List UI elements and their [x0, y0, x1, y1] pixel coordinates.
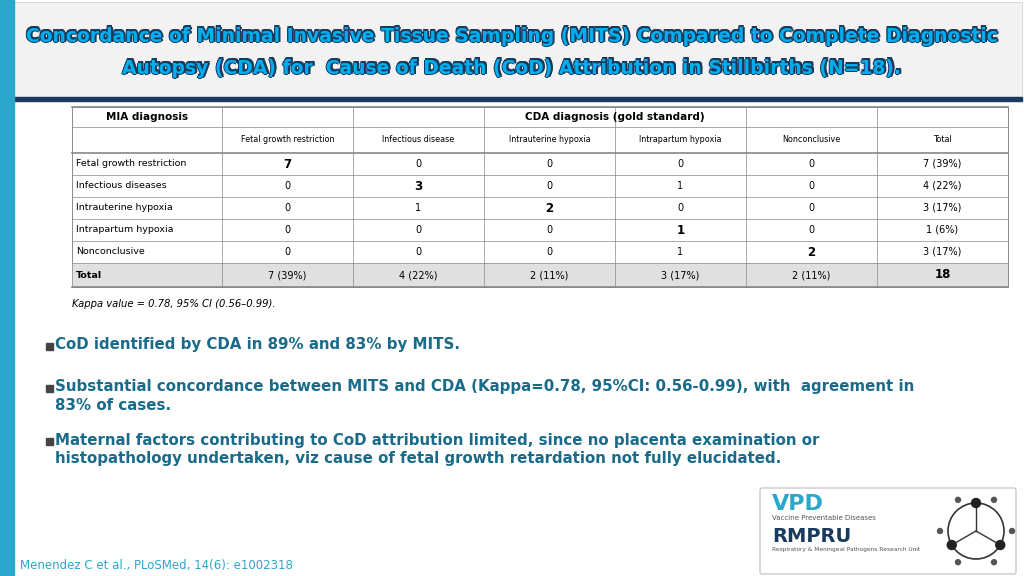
Text: CDA diagnosis (gold standard): CDA diagnosis (gold standard) — [525, 112, 705, 122]
Text: 7: 7 — [284, 157, 292, 170]
Text: MIA diagnosis: MIA diagnosis — [105, 112, 188, 122]
Bar — [72, 107, 1008, 287]
Circle shape — [991, 560, 996, 564]
Text: 0: 0 — [547, 225, 553, 235]
Circle shape — [955, 497, 961, 502]
Text: 2: 2 — [808, 245, 815, 259]
Circle shape — [947, 540, 956, 550]
Bar — [0, 0, 14, 576]
Text: RMPRU: RMPRU — [772, 526, 851, 545]
Text: 3 (17%): 3 (17%) — [662, 270, 699, 280]
Text: 0: 0 — [808, 159, 814, 169]
Text: 0: 0 — [547, 159, 553, 169]
Text: Concordance of Minimal Invasive Tissue Sampling (MITS) Compared to Complete Diag: Concordance of Minimal Invasive Tissue S… — [27, 28, 999, 47]
Text: 0: 0 — [808, 203, 814, 213]
Text: Autopsy (CDA) for  Cause of Death (CoD) Attribution in Stillbirths (N=18).: Autopsy (CDA) for Cause of Death (CoD) A… — [124, 58, 902, 77]
Text: 0: 0 — [416, 225, 422, 235]
Text: Nonconclusive: Nonconclusive — [782, 135, 841, 145]
Text: Autopsy (CDA) for  Cause of Death (CoD) Attribution in Stillbirths (N=18).: Autopsy (CDA) for Cause of Death (CoD) A… — [123, 57, 901, 76]
Text: Intrapartum hypoxia: Intrapartum hypoxia — [76, 225, 173, 234]
Text: 0: 0 — [285, 225, 291, 235]
Text: 83% of cases.: 83% of cases. — [55, 397, 171, 412]
Text: 1 (6%): 1 (6%) — [927, 225, 958, 235]
Bar — [46, 343, 53, 350]
Text: 7 (39%): 7 (39%) — [268, 270, 306, 280]
Text: 3 (17%): 3 (17%) — [924, 203, 962, 213]
Text: Nonconclusive: Nonconclusive — [76, 248, 144, 256]
Text: Infectious diseases: Infectious diseases — [76, 181, 167, 191]
Text: 1: 1 — [678, 181, 684, 191]
Bar — [46, 438, 53, 445]
Text: Autopsy (CDA) for  Cause of Death (CoD) Attribution in Stillbirths (N=18).: Autopsy (CDA) for Cause of Death (CoD) A… — [122, 59, 900, 78]
Text: Respiratory & Meningeal Pathogens Research Unit: Respiratory & Meningeal Pathogens Resear… — [772, 548, 921, 552]
Text: 4 (22%): 4 (22%) — [924, 181, 962, 191]
Text: Menendez C et al., PLoSMed, 14(6): e1002318: Menendez C et al., PLoSMed, 14(6): e1002… — [20, 559, 293, 571]
Text: Autopsy (CDA) for  Cause of Death (CoD) Attribution in Stillbirths (N=18).: Autopsy (CDA) for Cause of Death (CoD) A… — [123, 60, 901, 79]
Text: Intrauterine hypoxia: Intrauterine hypoxia — [76, 203, 173, 213]
Text: Fetal growth restriction: Fetal growth restriction — [241, 135, 334, 145]
Text: 2 (11%): 2 (11%) — [793, 270, 830, 280]
Text: 0: 0 — [416, 247, 422, 257]
Text: Intrapartum hypoxia: Intrapartum hypoxia — [639, 135, 722, 145]
Text: Autopsy (CDA) for  Cause of Death (CoD) Attribution in Stillbirths (N=18).: Autopsy (CDA) for Cause of Death (CoD) A… — [123, 59, 901, 78]
Text: 0: 0 — [416, 159, 422, 169]
Text: 1: 1 — [678, 247, 684, 257]
Text: 2: 2 — [546, 202, 554, 214]
Text: VPD: VPD — [772, 494, 824, 514]
Bar — [14, 2, 1022, 100]
Text: Vaccine Preventable Diseases: Vaccine Preventable Diseases — [772, 515, 876, 521]
Circle shape — [991, 497, 996, 502]
Bar — [72, 263, 1008, 287]
Circle shape — [972, 498, 981, 507]
Text: CoD identified by CDA in 89% and 83% by MITS.: CoD identified by CDA in 89% and 83% by … — [55, 338, 460, 353]
Text: 18: 18 — [934, 268, 950, 282]
Text: 3 (17%): 3 (17%) — [924, 247, 962, 257]
FancyBboxPatch shape — [760, 488, 1016, 574]
Text: 1: 1 — [416, 203, 422, 213]
Bar — [14, 97, 1022, 101]
Text: 0: 0 — [547, 181, 553, 191]
Text: Substantial concordance between MITS and CDA (Kappa=0.78, 95%CI: 0.56-0.99), wit: Substantial concordance between MITS and… — [55, 380, 914, 395]
Text: 1: 1 — [677, 223, 685, 237]
Text: 0: 0 — [285, 181, 291, 191]
Text: Autopsy (CDA) for  Cause of Death (CoD) Attribution in Stillbirths (N=18).: Autopsy (CDA) for Cause of Death (CoD) A… — [122, 58, 900, 77]
Bar — [46, 385, 53, 392]
Text: Kappa value = 0.78, 95% CI (0.56–0.99).: Kappa value = 0.78, 95% CI (0.56–0.99). — [72, 299, 275, 309]
Text: 4 (22%): 4 (22%) — [399, 270, 437, 280]
Text: Concordance of Minimal Invasive Tissue Sampling (MITS) Compared to Complete Diag: Concordance of Minimal Invasive Tissue S… — [26, 26, 998, 46]
Text: Infectious disease: Infectious disease — [382, 135, 455, 145]
Text: Autopsy (CDA) for  Cause of Death (CoD) Attribution in Stillbirths (N=18).: Autopsy (CDA) for Cause of Death (CoD) A… — [121, 59, 900, 78]
Text: 2 (11%): 2 (11%) — [530, 270, 568, 280]
Text: Concordance of Minimal Invasive Tissue Sampling (MITS) Compared to Complete Diag: Concordance of Minimal Invasive Tissue S… — [26, 25, 998, 44]
Text: 0: 0 — [285, 247, 291, 257]
Circle shape — [995, 540, 1005, 550]
Text: Fetal growth restriction: Fetal growth restriction — [76, 160, 186, 169]
Text: Intrauterine hypoxia: Intrauterine hypoxia — [509, 135, 590, 145]
Text: Autopsy (CDA) for  Cause of Death (CoD) Attribution in Stillbirths (N=18).: Autopsy (CDA) for Cause of Death (CoD) A… — [124, 59, 902, 78]
Text: Concordance of Minimal Invasive Tissue Sampling (MITS) Compared to Complete Diag: Concordance of Minimal Invasive Tissue S… — [25, 26, 996, 46]
Text: Concordance of Minimal Invasive Tissue Sampling (MITS) Compared to Complete Diag: Concordance of Minimal Invasive Tissue S… — [28, 26, 999, 46]
Text: 0: 0 — [547, 247, 553, 257]
Text: 0: 0 — [808, 225, 814, 235]
Circle shape — [955, 560, 961, 564]
Text: Maternal factors contributing to CoD attribution limited, since no placenta exam: Maternal factors contributing to CoD att… — [55, 433, 819, 448]
Text: 7 (39%): 7 (39%) — [924, 159, 962, 169]
Text: Concordance of Minimal Invasive Tissue Sampling (MITS) Compared to Complete Diag: Concordance of Minimal Invasive Tissue S… — [27, 25, 999, 44]
Text: 3: 3 — [415, 180, 423, 192]
Text: 0: 0 — [678, 203, 684, 213]
Text: Concordance of Minimal Invasive Tissue Sampling (MITS) Compared to Complete Diag: Concordance of Minimal Invasive Tissue S… — [25, 28, 997, 47]
Text: 0: 0 — [285, 203, 291, 213]
Text: Concordance of Minimal Invasive Tissue Sampling (MITS) Compared to Complete Diag: Concordance of Minimal Invasive Tissue S… — [25, 25, 997, 44]
Circle shape — [1010, 529, 1015, 533]
Text: Concordance of Minimal Invasive Tissue Sampling (MITS) Compared to Complete Diag: Concordance of Minimal Invasive Tissue S… — [26, 28, 998, 47]
Text: Total: Total — [933, 135, 952, 145]
Text: Autopsy (CDA) for  Cause of Death (CoD) Attribution in Stillbirths (N=18).: Autopsy (CDA) for Cause of Death (CoD) A… — [124, 59, 903, 78]
Text: histopathology undertaken, viz cause of fetal growth retardation not fully eluci: histopathology undertaken, viz cause of … — [55, 450, 781, 465]
Text: 0: 0 — [808, 181, 814, 191]
Text: 0: 0 — [678, 159, 684, 169]
Circle shape — [938, 529, 942, 533]
Text: Total: Total — [76, 271, 102, 279]
